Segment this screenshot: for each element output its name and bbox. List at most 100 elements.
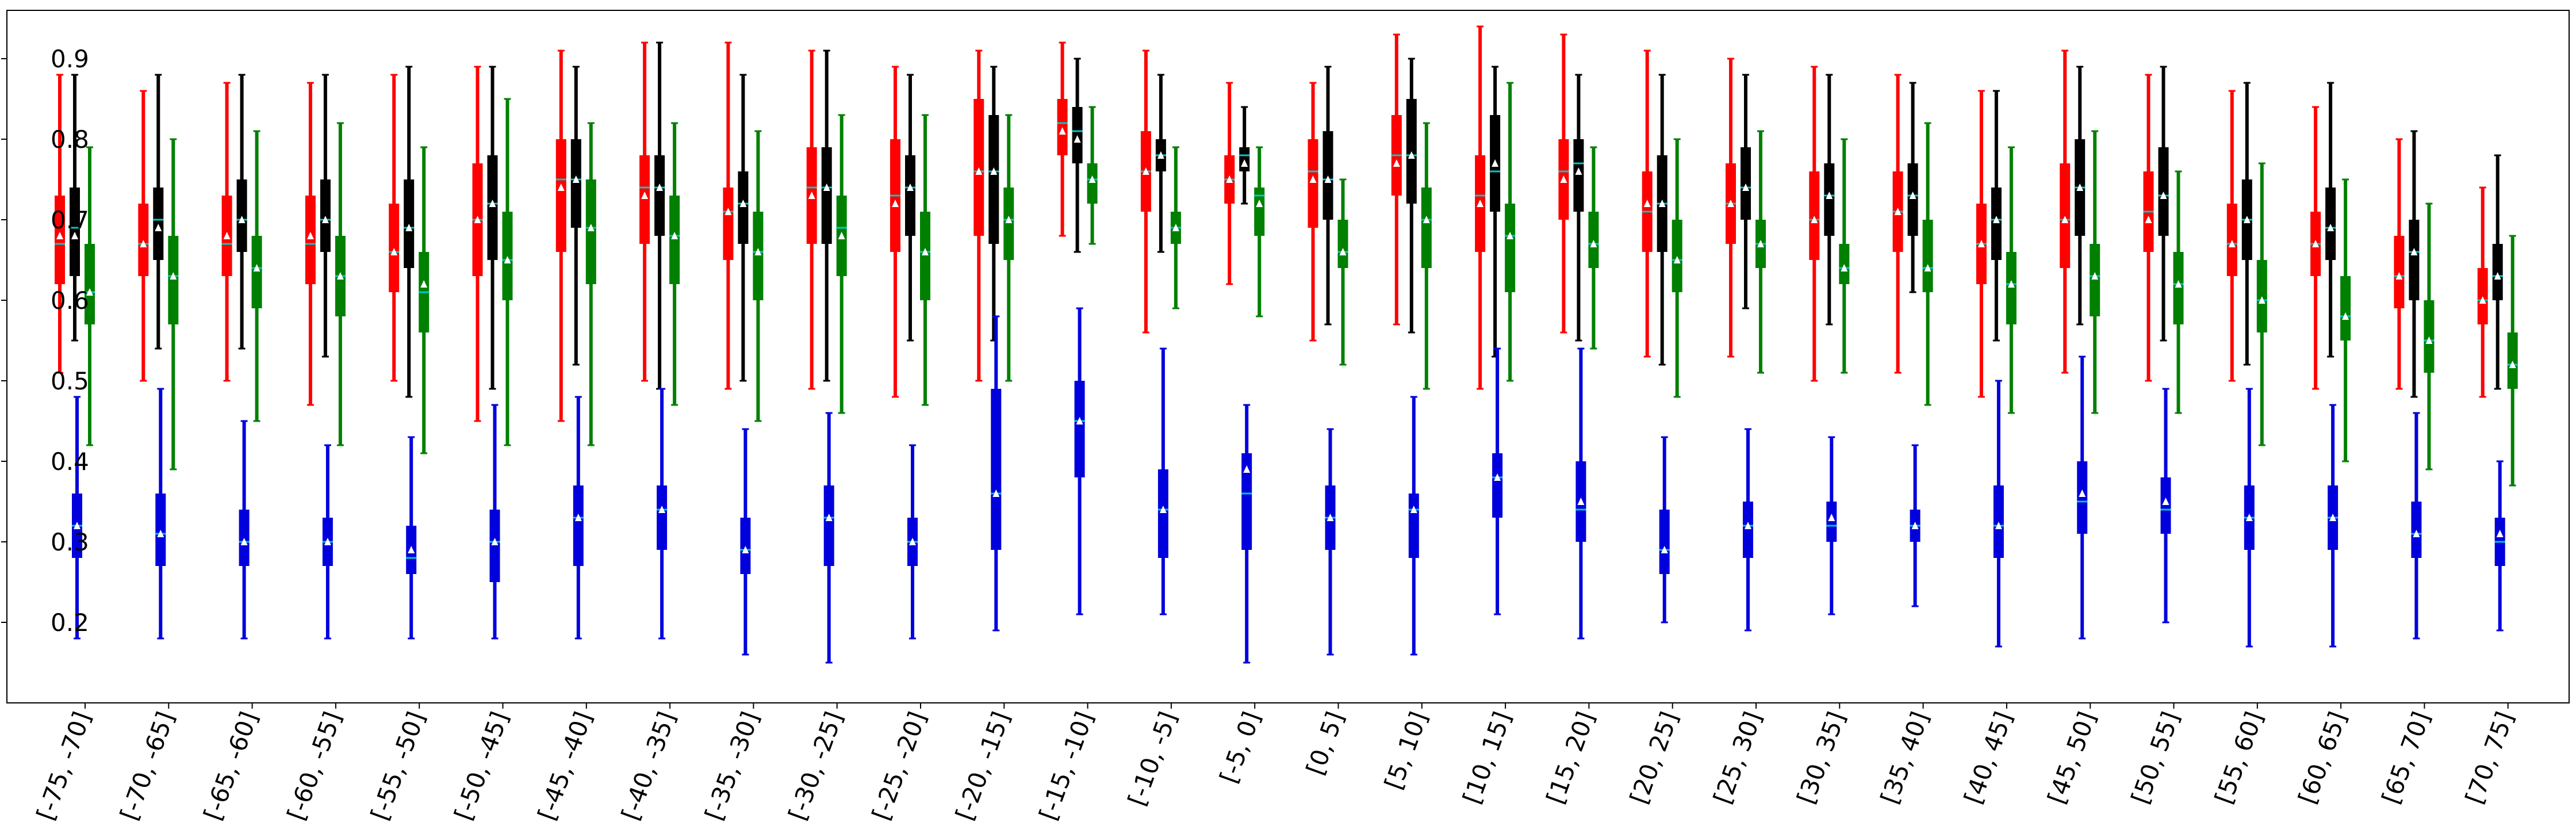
box-group <box>1755 130 1766 374</box>
box-group <box>1391 33 1402 326</box>
box-group <box>2006 146 2017 414</box>
x-tick-label: [-30, -25] <box>783 708 848 824</box>
box-rect <box>1743 502 1753 558</box>
mean-marker <box>1992 216 2000 223</box>
box-rect <box>555 139 566 252</box>
box-group <box>335 122 346 446</box>
box-rect <box>657 485 668 550</box>
mean-marker <box>1894 208 1902 215</box>
box-rect <box>305 196 316 284</box>
box-rect <box>1573 139 1584 212</box>
x-tick-label: [45, 50] <box>2042 708 2102 808</box>
box-rect <box>138 204 149 276</box>
mean-marker <box>2175 280 2182 288</box>
box-group <box>1003 114 1014 382</box>
mean-marker <box>823 183 830 191</box>
mean-marker <box>390 248 398 255</box>
box-rect <box>639 155 650 244</box>
box-group <box>1558 33 1569 334</box>
mean-marker <box>2243 216 2251 223</box>
y-tick-label: 0.8 <box>51 125 89 154</box>
box-group <box>723 41 734 390</box>
mean-marker <box>1074 135 1081 143</box>
mean-marker <box>1243 465 1251 473</box>
x-tick-label: [65, 70] <box>2376 708 2436 808</box>
mean-marker <box>724 208 732 215</box>
box-group <box>1155 74 1166 253</box>
box-group <box>1826 436 1837 615</box>
box-rect <box>251 236 262 308</box>
box-group <box>1809 66 1820 382</box>
box-group <box>657 388 668 640</box>
x-tick-label: [50, 55] <box>2126 708 2185 808</box>
mean-marker <box>1560 175 1567 183</box>
box-group <box>1839 138 1850 374</box>
box-group <box>2328 404 2339 648</box>
box-group <box>55 74 65 374</box>
mean-marker <box>1742 183 1749 191</box>
mean-marker <box>754 248 762 255</box>
mean-marker <box>2007 280 2015 288</box>
mean-marker <box>2496 530 2504 537</box>
mean-marker <box>2494 272 2501 280</box>
box-rect <box>920 212 930 300</box>
mean-marker <box>572 175 580 183</box>
box-group <box>2492 154 2503 390</box>
mean-marker <box>2327 224 2334 231</box>
mean-marker <box>71 232 78 239</box>
box-group <box>168 138 179 471</box>
box-group <box>821 49 832 382</box>
box-group <box>419 146 430 454</box>
box-rect <box>988 115 999 244</box>
box-rect <box>1087 163 1098 204</box>
box-rect <box>487 155 498 260</box>
mean-marker <box>238 216 246 223</box>
x-tick-label: [-5, 0] <box>1214 708 1266 787</box>
y-tick-label: 0.3 <box>51 528 89 556</box>
box-rect <box>1241 453 1252 550</box>
box-group <box>1337 178 1348 366</box>
box-group <box>1922 122 1933 406</box>
box-group <box>85 146 95 446</box>
mean-marker <box>2160 192 2167 199</box>
box-layer <box>55 25 2518 664</box>
x-tick-label: [-15, -10] <box>1034 708 1099 824</box>
box-group <box>1907 82 1918 293</box>
box-group <box>654 41 665 390</box>
box-group <box>406 436 417 640</box>
box-rect <box>55 196 65 284</box>
box-group <box>138 90 149 382</box>
box-group <box>905 74 915 342</box>
x-tick-label: [0, 5] <box>1301 708 1350 779</box>
box-rect <box>1308 139 1318 228</box>
box-group <box>1421 122 1432 390</box>
mean-marker <box>1995 522 2002 529</box>
box-rect <box>1157 469 1168 558</box>
mean-marker <box>1745 522 1751 529</box>
mean-marker <box>1088 175 1096 183</box>
mean-marker <box>2509 361 2516 368</box>
mean-marker <box>1826 192 1833 199</box>
box-rect <box>1074 381 1085 477</box>
mean-marker <box>405 224 413 231</box>
mean-marker <box>474 216 481 223</box>
mean-marker <box>2061 216 2069 223</box>
box-group <box>1322 66 1333 326</box>
mean-marker <box>574 514 582 521</box>
box-group <box>1254 146 1265 318</box>
box-rect <box>1824 163 1835 236</box>
box-group <box>1726 58 1736 358</box>
mean-marker <box>1477 200 1484 207</box>
box-rect <box>1254 188 1265 236</box>
box-rect <box>85 244 95 324</box>
box-rect <box>654 155 665 236</box>
mean-marker <box>1494 473 1501 481</box>
box-group <box>1659 436 1670 624</box>
mean-marker <box>838 232 845 239</box>
mean-marker <box>922 248 929 255</box>
mean-marker <box>1757 240 1764 247</box>
x-tick-label: [-45, -40] <box>532 708 597 824</box>
box-group <box>1910 444 1920 607</box>
box-group <box>2060 49 2071 374</box>
box-group <box>1824 74 1835 326</box>
